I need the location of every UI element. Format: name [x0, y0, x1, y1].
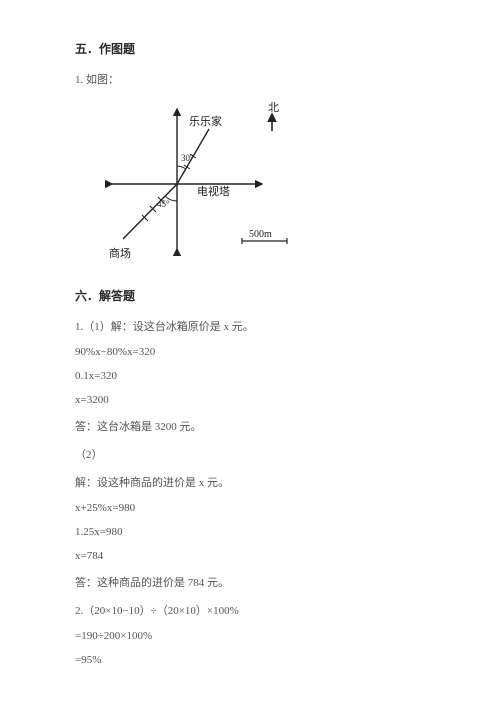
svg-text:30°: 30° [181, 153, 194, 163]
ans-line: =190÷200×100% [75, 630, 440, 642]
ans-line: 答：这种商品的进价是 784 元。 [75, 574, 440, 590]
svg-text:北: 北 [268, 101, 279, 114]
svg-text:商场: 商场 [109, 246, 131, 260]
ans-line: 解：设这种商品的进价是 x 元。 [75, 474, 440, 490]
ans-line: x=3200 [75, 394, 440, 406]
ans-line: x+25%x=980 [75, 502, 440, 514]
ans-line: x=784 [75, 550, 440, 562]
svg-text:500m: 500m [249, 229, 272, 240]
ans-line: 2.（20×10−10）÷（20×10）×100% [75, 602, 440, 618]
section-6-title: 六．解答题 [75, 287, 440, 304]
svg-text:45°: 45° [157, 199, 170, 209]
ans-line: =95% [75, 654, 440, 666]
ans-line: 1.（1）解：设这台冰箱原价是 x 元。 [75, 318, 440, 334]
ans-line: 0.1x=320 [75, 370, 440, 382]
ans-line: 1.25x=980 [75, 526, 440, 538]
ans-line: （2） [75, 446, 440, 462]
ans-line: 答：这台冰箱是 3200 元。 [75, 418, 440, 434]
section-5-title: 五．作图题 [75, 40, 440, 57]
construction-diagram: 北乐乐家 30° 电视塔 45° 商场 500m [97, 99, 297, 269]
q5-1-prompt: 1. 如图： [75, 71, 440, 87]
ans-line: 90%x−80%x=320 [75, 346, 440, 358]
svg-text:电视塔: 电视塔 [197, 184, 230, 198]
svg-text:乐乐家: 乐乐家 [189, 114, 222, 128]
